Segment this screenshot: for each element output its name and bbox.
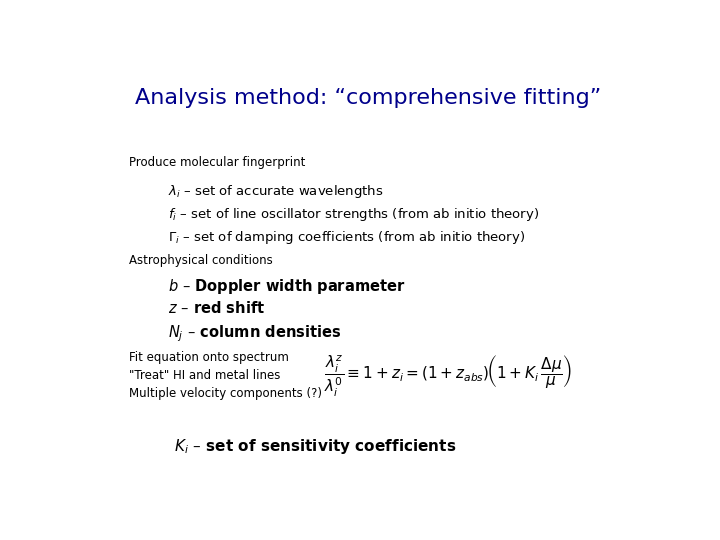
Text: $K_i$ – set of sensitivity coefficients: $K_i$ – set of sensitivity coefficients [174,437,456,456]
Text: $\dfrac{\lambda_i^z}{\lambda_i^0} \equiv 1 + z_i = \left(1 + z_{abs}\right)\!\le: $\dfrac{\lambda_i^z}{\lambda_i^0} \equiv… [324,354,572,399]
Text: Fit equation onto spectrum
"Treat" HI and metal lines
Multiple velocity componen: Fit equation onto spectrum "Treat" HI an… [129,351,322,400]
Text: $N_j$ – column densities: $N_j$ – column densities [168,323,341,344]
Text: Astrophysical conditions: Astrophysical conditions [129,254,273,267]
Text: Produce molecular fingerprint: Produce molecular fingerprint [129,156,305,169]
Text: $\Gamma_i$ – set of damping coefficients (from ab initio theory): $\Gamma_i$ – set of damping coefficients… [168,229,526,246]
Text: $z$ – red shift: $z$ – red shift [168,300,265,316]
Text: $f_i$ – set of line oscillator strengths (from ab initio theory): $f_i$ – set of line oscillator strengths… [168,206,539,223]
Text: $b$ – Doppler width parameter: $b$ – Doppler width parameter [168,277,405,296]
Text: Analysis method: “comprehensive fitting”: Analysis method: “comprehensive fitting” [135,87,601,107]
Text: $\lambda_i$ – set of accurate wavelengths: $\lambda_i$ – set of accurate wavelength… [168,183,384,200]
